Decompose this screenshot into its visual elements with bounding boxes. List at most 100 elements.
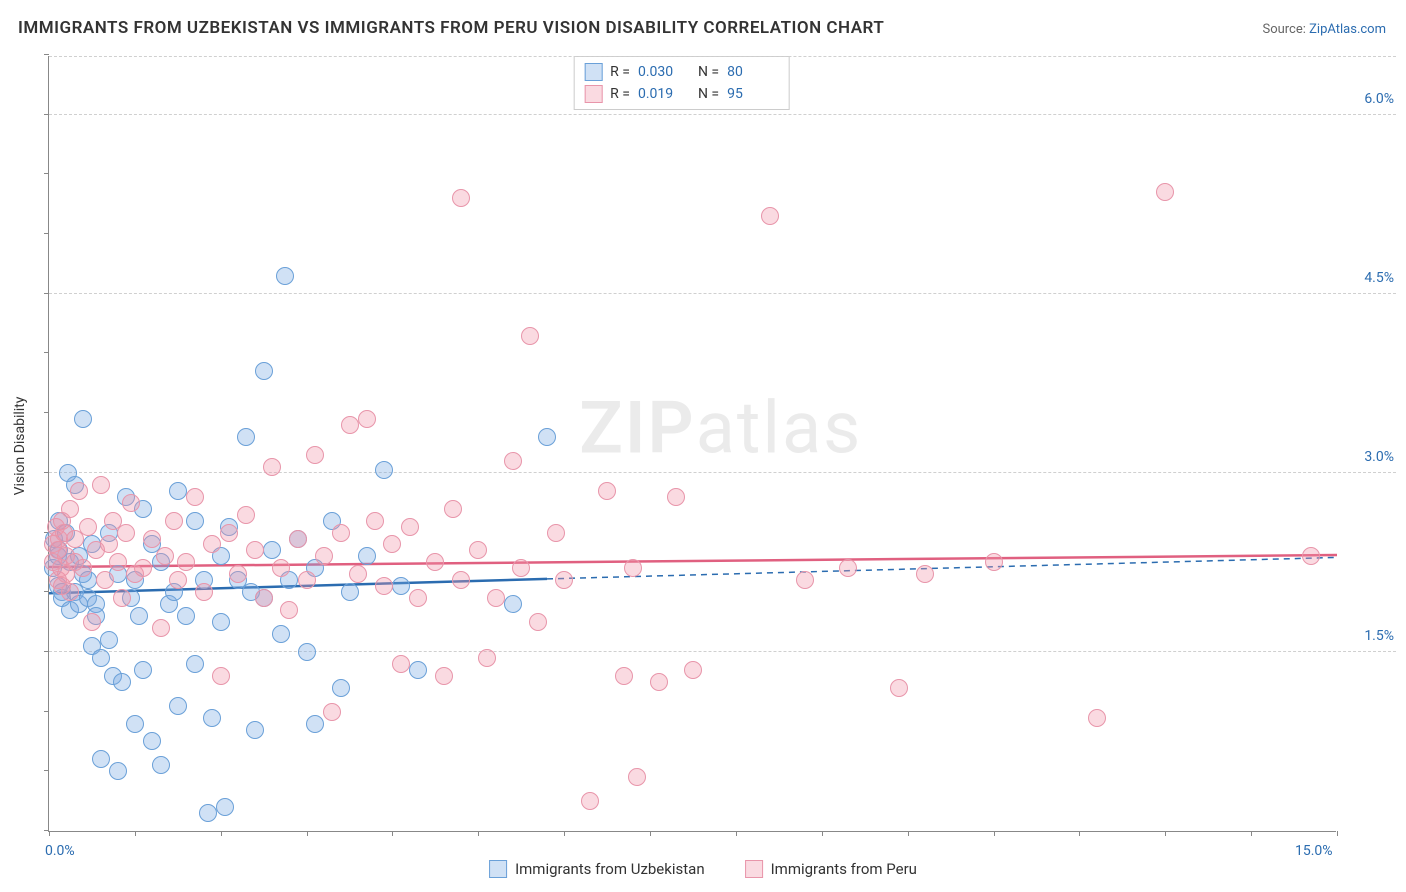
chart-plot-area: ZIPatlas R =0.030N =80R =0.019N =95 1.5%… <box>48 56 1336 832</box>
data-point <box>555 571 573 589</box>
x-tick-label: 0.0% <box>45 843 75 859</box>
data-point <box>512 559 530 577</box>
y-tick-mark <box>44 114 49 115</box>
y-tick-mark <box>44 412 49 413</box>
data-point <box>392 655 410 673</box>
x-tick-mark <box>1251 831 1252 836</box>
data-point <box>332 524 350 542</box>
legend-item: Immigrants from Peru <box>745 860 917 878</box>
data-point <box>255 362 273 380</box>
data-point <box>246 721 264 739</box>
data-point <box>212 667 230 685</box>
data-point <box>358 547 376 565</box>
data-point <box>615 667 633 685</box>
x-tick-mark <box>307 831 308 836</box>
data-point <box>272 559 290 577</box>
data-point <box>70 482 88 500</box>
data-point <box>684 661 702 679</box>
data-point <box>134 559 152 577</box>
data-point <box>203 709 221 727</box>
data-point <box>117 524 135 542</box>
x-tick-mark <box>908 831 909 836</box>
y-tick-label: 1.5% <box>1364 628 1394 644</box>
source-prefix: Source: <box>1262 22 1309 37</box>
data-point <box>92 649 110 667</box>
data-point <box>92 750 110 768</box>
data-point <box>366 512 384 530</box>
data-point <box>203 535 221 553</box>
stat-r-label: R = <box>610 64 630 80</box>
y-tick-mark <box>44 293 49 294</box>
chart-title: IMMIGRANTS FROM UZBEKISTAN VS IMMIGRANTS… <box>18 18 884 38</box>
data-point <box>298 643 316 661</box>
data-point <box>985 553 1003 571</box>
legend-swatch <box>489 860 507 878</box>
data-point <box>504 595 522 613</box>
data-point <box>341 416 359 434</box>
legend-item: Immigrants from Uzbekistan <box>489 860 705 878</box>
data-point <box>452 571 470 589</box>
data-point <box>401 518 419 536</box>
y-tick-label: 3.0% <box>1364 449 1394 465</box>
data-point <box>122 494 140 512</box>
y-tick-mark <box>44 352 49 353</box>
data-point <box>547 524 565 542</box>
data-point <box>152 756 170 774</box>
stats-row: R =0.030N =80 <box>584 61 779 83</box>
data-point <box>392 577 410 595</box>
data-point <box>358 410 376 428</box>
source-link[interactable]: ZipAtlas.com <box>1309 22 1386 37</box>
data-point <box>109 553 127 571</box>
data-point <box>156 547 174 565</box>
data-point <box>216 798 234 816</box>
x-tick-mark <box>1079 831 1080 836</box>
data-point <box>598 482 616 500</box>
data-point <box>263 458 281 476</box>
data-point <box>504 452 522 470</box>
data-point <box>212 613 230 631</box>
stats-row: R =0.019N =95 <box>584 83 779 105</box>
trend-line-extrapolated <box>547 557 1337 578</box>
stat-n-label: N = <box>698 64 719 80</box>
y-tick-label: 6.0% <box>1364 91 1394 107</box>
data-point <box>916 565 934 583</box>
legend-swatch <box>584 63 602 81</box>
data-point <box>538 428 556 446</box>
data-point <box>177 607 195 625</box>
x-tick-mark <box>478 831 479 836</box>
data-point <box>375 461 393 479</box>
data-point <box>272 625 290 643</box>
x-tick-mark <box>650 831 651 836</box>
data-point <box>143 530 161 548</box>
data-point <box>383 535 401 553</box>
data-point <box>61 583 79 601</box>
data-point <box>628 768 646 786</box>
data-point <box>83 613 101 631</box>
data-point <box>839 559 857 577</box>
data-point <box>237 506 255 524</box>
data-point <box>375 577 393 595</box>
stat-r-value: 0.030 <box>638 64 690 80</box>
data-point <box>126 715 144 733</box>
data-point <box>113 673 131 691</box>
data-point <box>521 327 539 345</box>
data-point <box>74 559 92 577</box>
data-point <box>246 541 264 559</box>
gridline-h <box>49 56 1396 57</box>
data-point <box>1156 183 1174 201</box>
data-point <box>186 512 204 530</box>
data-point <box>237 428 255 446</box>
data-point <box>409 661 427 679</box>
data-point <box>529 613 547 631</box>
data-point <box>169 571 187 589</box>
data-point <box>169 482 187 500</box>
gridline-h <box>49 472 1396 473</box>
legend-label: Immigrants from Uzbekistan <box>515 860 705 878</box>
x-tick-mark <box>392 831 393 836</box>
data-point <box>96 571 114 589</box>
data-point <box>186 655 204 673</box>
trend-line <box>49 555 1337 567</box>
data-point <box>890 679 908 697</box>
data-point <box>624 559 642 577</box>
gridline-h <box>49 651 1396 652</box>
